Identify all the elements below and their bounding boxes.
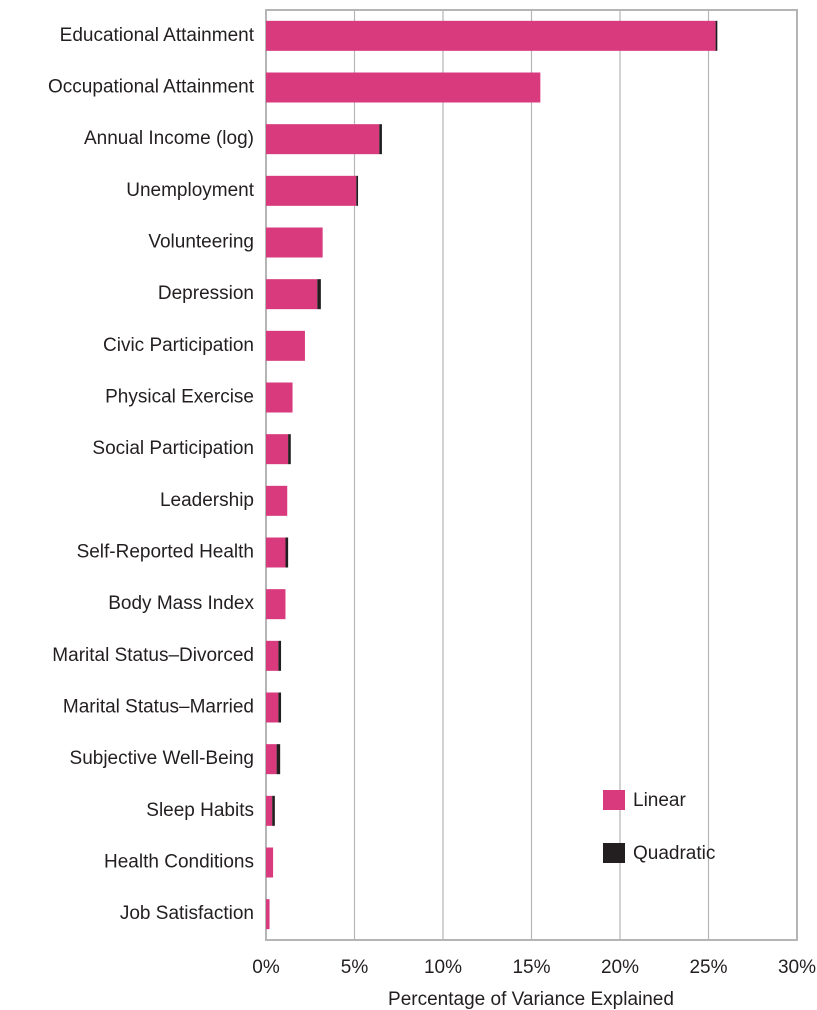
legend-label: Quadratic [633, 843, 715, 864]
y-tick-label: Unemployment [126, 180, 254, 201]
y-tick-label: Social Participation [92, 438, 254, 459]
bar-quadratic [276, 744, 281, 775]
legend-label: Linear [633, 790, 686, 811]
y-tick-label: Marital Status–Married [63, 697, 254, 718]
bar-linear [266, 795, 273, 826]
bar-linear [266, 124, 380, 155]
bar-linear [266, 434, 289, 465]
bar-quadratic [288, 434, 291, 465]
bar-quadratic [379, 124, 382, 155]
x-tick-label: 30% [778, 957, 816, 978]
bar-linear [266, 72, 541, 103]
bar-linear [266, 279, 318, 310]
bar-quadratic [317, 279, 321, 310]
bar-quadratic [278, 640, 282, 671]
bar-linear [266, 20, 716, 51]
x-tick-label: 20% [601, 957, 639, 978]
y-tick-label: Physical Exercise [105, 387, 254, 408]
x-tick-label: 25% [689, 957, 727, 978]
bar-linear [266, 227, 323, 258]
bar-quadratic [272, 795, 275, 826]
y-tick-label: Body Mass Index [108, 593, 254, 614]
bar-quadratic [285, 537, 289, 568]
y-tick-label: Civic Participation [103, 335, 254, 356]
bar-linear [266, 382, 293, 413]
y-tick-label: Health Conditions [104, 852, 254, 873]
x-tick-label: 10% [424, 957, 462, 978]
y-tick-label: Depression [158, 283, 254, 304]
y-tick-label: Volunteering [148, 232, 254, 253]
bar-linear [266, 175, 357, 206]
bar-linear [266, 330, 305, 361]
y-tick-label: Sleep Habits [146, 800, 254, 821]
y-tick-label: Subjective Well-Being [70, 748, 254, 769]
x-tick-label: 0% [252, 957, 280, 978]
x-tick-label: 5% [341, 957, 369, 978]
y-tick-label: Job Satisfaction [120, 903, 254, 924]
bar-linear [266, 589, 286, 620]
bar-linear [266, 537, 286, 568]
bar-linear [266, 640, 279, 671]
y-tick-label: Marital Status–Divorced [52, 645, 254, 666]
bar-quadratic [278, 692, 282, 723]
bar-linear [266, 692, 279, 723]
y-tick-label: Self-Reported Health [77, 542, 254, 563]
plot-frame [265, 9, 798, 941]
x-axis-label: Percentage of Variance Explained [388, 989, 674, 1010]
bar-linear [266, 744, 277, 775]
bar-quadratic [715, 20, 718, 51]
y-tick-label: Leadership [160, 490, 254, 511]
bar-linear [266, 899, 270, 930]
x-tick-label: 15% [512, 957, 550, 978]
bar-linear [266, 485, 288, 516]
legend-swatch [603, 843, 625, 863]
legend-swatch [603, 790, 625, 810]
y-tick-label: Annual Income (log) [84, 128, 254, 149]
bar-linear [266, 847, 274, 878]
bar-quadratic [356, 175, 359, 206]
y-tick-label: Educational Attainment [60, 25, 255, 46]
y-tick-label: Occupational Attainment [48, 77, 255, 98]
